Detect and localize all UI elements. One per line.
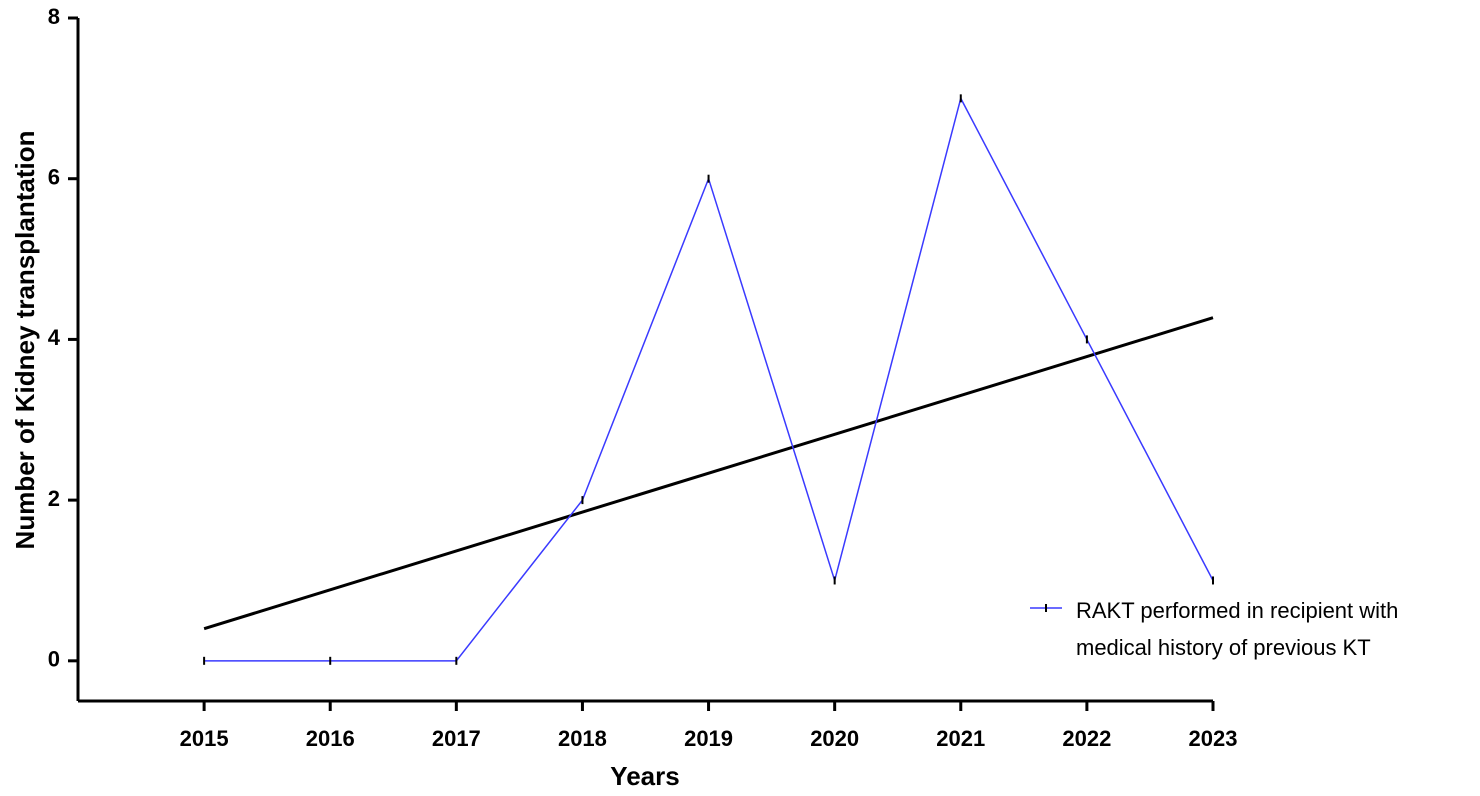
- legend-swatch: [1030, 604, 1062, 612]
- y-tick-label: 0: [48, 647, 60, 672]
- x-tick-label: 2020: [810, 726, 859, 751]
- legend: RAKT performed in recipient with medical…: [1030, 592, 1456, 666]
- y-tick-label: 6: [48, 165, 60, 190]
- x-tick-label: 2022: [1062, 726, 1111, 751]
- x-tick-label: 2019: [684, 726, 733, 751]
- x-tick-label: 2017: [432, 726, 481, 751]
- x-tick-label: 2023: [1189, 726, 1238, 751]
- x-tick-label: 2015: [180, 726, 229, 751]
- y-tick-label: 2: [48, 486, 60, 511]
- x-tick-label: 2016: [306, 726, 355, 751]
- y-tick-label: 4: [48, 325, 61, 350]
- data-line: [204, 96, 1214, 662]
- x-tick-label: 2018: [558, 726, 607, 751]
- y-tick-label: 8: [48, 4, 60, 29]
- x-tick-label: 2021: [936, 726, 985, 751]
- trend-line: [203, 316, 1214, 631]
- x-axis-title: Years: [610, 761, 679, 791]
- legend-label: RAKT performed in recipient with medical…: [1076, 598, 1399, 660]
- y-axis-title: Number of Kidney transplantation: [10, 131, 40, 550]
